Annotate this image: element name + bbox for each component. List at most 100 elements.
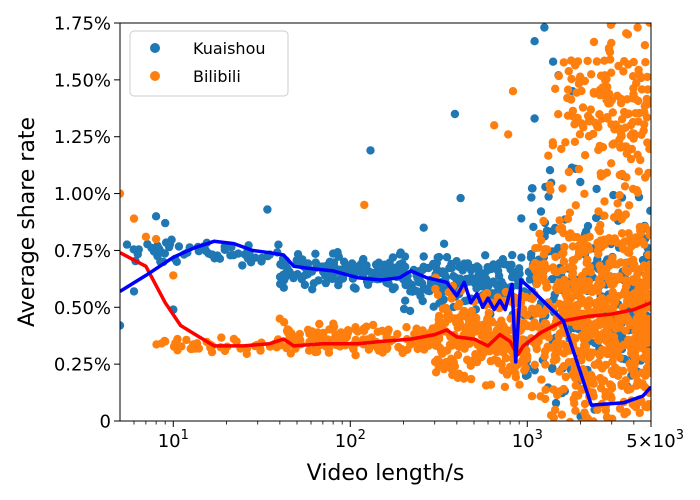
scatter-point-bilibili-994 [559,228,568,238]
scatter-point-kuaishou-384 [465,263,474,273]
scatter-point-bilibili-150 [393,329,402,339]
scatter-point-bilibili-1006 [552,346,561,356]
scatter-point-kuaishou-523 [517,214,526,223]
scatter-point-bilibili-400 [448,370,457,380]
scatter-point-kuaishou-45 [274,240,283,249]
scatter-point-bilibili-967 [560,285,570,294]
scatter-point-bilibili-1009 [594,336,604,345]
scatter-point-bilibili-391 [492,326,501,335]
scatter-point-bilibili-1060 [573,233,582,242]
scatter-point-bilibili-875 [630,401,639,410]
scatter-point-bilibili-1085 [593,303,603,313]
scatter-point-bilibili-949 [593,246,603,255]
scatter-point-kuaishou-5 [174,242,184,251]
y-tick-label-6: 1.50% [54,70,111,91]
scatter-point-bilibili-1276 [629,134,638,143]
scatter-point-bilibili-1102 [568,242,578,251]
scatter-point-bilibili-940 [601,298,610,307]
scatter-point-kuaishou-660 [120,321,125,330]
scatter-point-kuaishou-279 [452,257,461,266]
scatter-point-kuaishou-397 [473,282,482,292]
scatter-point-bilibili-156 [398,348,407,358]
scatter-point-bilibili-1117 [617,229,627,238]
scatter-point-bilibili-659 [622,408,632,417]
scatter-point-bilibili-762 [541,278,551,287]
scatter-point-bilibili-170 [413,344,422,354]
scatter-point-bilibili-364 [500,382,510,392]
scatter-point-kuaishou-671 [530,37,539,46]
scatter-point-kuaishou-315 [415,276,424,285]
scatter-point-kuaishou-566 [551,398,561,408]
scatter-point-kuaishou-514 [545,166,555,175]
y-tick-label-7: 1.75% [54,14,111,35]
scatter-point-bilibili-1216 [589,37,599,47]
scatter-point-bilibili-1266 [641,173,650,182]
scatter-point-kuaishou-48 [161,238,171,247]
scatter-point-bilibili-897 [563,214,573,223]
scatter-point-bilibili-262 [470,327,480,336]
scatter-point-kuaishou-210 [276,279,285,289]
scatter-point-bilibili-1013 [585,245,594,254]
scatter-point-bilibili-1043 [629,334,639,344]
scatter-point-kuaishou-163 [309,279,318,288]
scatter-point-bilibili-1314 [600,82,609,92]
scatter-point-bilibili-375 [518,356,527,365]
scatter-point-bilibili-1224 [546,186,555,195]
scatter-point-kuaishou-59 [147,243,156,253]
scatter-point-bilibili-1076 [564,358,573,367]
scatter-point-kuaishou-342 [507,273,517,282]
scatter-point-bilibili-430 [519,308,528,317]
scatter-point-bilibili-1247 [590,118,600,128]
scatter-point-kuaishou-394 [447,264,456,273]
scatter-point-bilibili-1302 [600,56,609,65]
scatter-point-bilibili-1327 [275,314,284,323]
scatter-point-bilibili-137 [378,326,387,335]
scatter-point-bilibili-1317 [642,99,651,109]
scatter-point-kuaishou-425 [515,269,524,278]
scatter-point-bilibili-1050 [560,308,569,317]
scatter-point-kuaishou-371 [498,255,508,264]
scatter-point-kuaishou-396 [494,271,504,281]
scatter-point-bilibili-161 [362,322,371,331]
scatter-point-bilibili-1116 [590,360,599,369]
scatter-point-bilibili-865 [559,248,568,258]
scatter-point-bilibili-407 [430,357,440,367]
scatter-point-bilibili-31 [229,334,239,344]
scatter-point-bilibili-1090 [605,261,614,270]
scatter-point-bilibili-1138 [531,309,540,318]
scatter-point-bilibili-174 [310,331,319,341]
scatter-point-bilibili-1310 [584,131,594,141]
scatter-point-bilibili-1209 [640,41,650,50]
scatter-point-bilibili-136 [291,332,301,342]
scatter-point-kuaishou-40 [208,250,217,259]
scatter-point-bilibili-1167 [607,159,616,168]
x-axis: 101 102 103 5×103 [133,421,684,452]
scatter-point-bilibili-243 [497,360,506,369]
scatter-point-bilibili-728 [627,242,636,251]
scatter-point-bilibili-1279 [643,138,651,147]
scatter-point-kuaishou-344 [412,287,421,296]
scatter-point-bilibili-1280 [605,89,614,99]
scatter-point-bilibili-1333 [623,30,633,39]
scatter-point-kuaishou-672 [540,23,549,32]
scatter-point-bilibili-568 [558,184,567,193]
scatter-point-bilibili-436 [467,374,476,384]
scatter-point-kuaishou-316 [419,252,428,261]
scatter-point-bilibili-1203 [567,74,576,84]
scatter-point-bilibili-835 [555,367,564,376]
scatter-point-bilibili-787 [588,348,597,357]
scatter-point-bilibili-507 [574,164,584,174]
scatter-point-kuaishou-293 [503,260,512,270]
scatter-point-bilibili-1226 [551,84,560,94]
scatter-point-bilibili-344 [450,362,460,371]
scatter-point-bilibili-1218 [548,141,558,150]
scatter-point-kuaishou-676 [530,114,539,123]
scatter-point-bilibili-1061 [628,235,637,244]
scatter-point-kuaishou-191 [359,260,368,269]
scatter-point-bilibili-1048 [607,381,616,391]
scatter-point-bilibili-959 [541,360,550,369]
scatter-point-bilibili-139 [384,325,393,334]
scatter-point-bilibili-870 [635,222,645,232]
scatter-point-bilibili-415 [434,334,444,343]
scatter-point-bilibili-1114 [577,298,586,308]
